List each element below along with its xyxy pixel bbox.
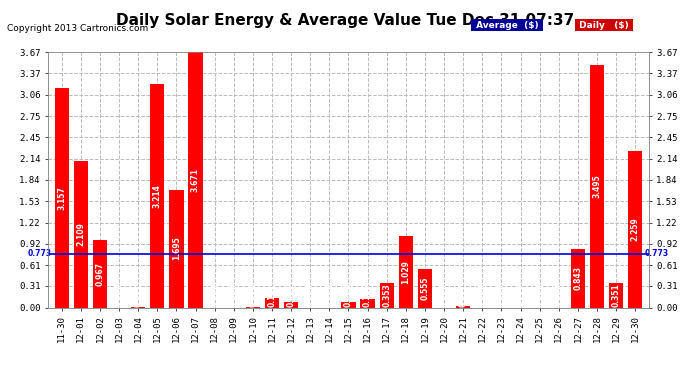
Text: 3.495: 3.495 xyxy=(593,174,602,198)
Bar xyxy=(169,190,184,308)
Bar xyxy=(150,84,164,308)
Bar xyxy=(380,283,394,308)
Text: 0.125: 0.125 xyxy=(363,284,372,307)
Bar xyxy=(55,88,69,308)
Bar xyxy=(246,306,260,308)
Text: 0.000: 0.000 xyxy=(497,284,506,307)
Bar xyxy=(456,306,471,308)
Text: 0.000: 0.000 xyxy=(516,284,525,307)
Bar xyxy=(284,302,298,307)
Text: 0.000: 0.000 xyxy=(554,284,563,307)
Bar xyxy=(628,150,642,308)
Bar xyxy=(74,161,88,308)
Bar xyxy=(609,283,623,308)
Text: 2.109: 2.109 xyxy=(77,222,86,246)
Text: 0.967: 0.967 xyxy=(95,262,104,286)
Text: 0.843: 0.843 xyxy=(573,266,582,290)
Text: Copyright 2013 Cartronics.com: Copyright 2013 Cartronics.com xyxy=(7,24,148,33)
Text: 2.259: 2.259 xyxy=(631,217,640,241)
Text: 0.084: 0.084 xyxy=(344,283,353,307)
Text: 0.141: 0.141 xyxy=(268,284,277,307)
Text: 0.000: 0.000 xyxy=(477,284,486,307)
Text: Daily   ($): Daily ($) xyxy=(576,21,632,30)
Text: 1.029: 1.029 xyxy=(402,260,411,284)
Bar xyxy=(342,302,355,307)
Bar xyxy=(131,307,146,308)
Text: 0.014: 0.014 xyxy=(248,284,257,307)
Text: 3.671: 3.671 xyxy=(191,168,200,192)
Text: 0.000: 0.000 xyxy=(325,284,334,307)
Text: 0.000: 0.000 xyxy=(229,284,238,307)
Text: Daily Solar Energy & Average Value Tue Dec 31 07:37: Daily Solar Energy & Average Value Tue D… xyxy=(116,13,574,28)
Text: 0.000: 0.000 xyxy=(440,284,449,307)
Bar xyxy=(92,240,107,308)
Bar xyxy=(590,64,604,308)
Text: 0.081: 0.081 xyxy=(286,283,295,307)
Text: Average  ($): Average ($) xyxy=(473,21,542,30)
Text: 0.555: 0.555 xyxy=(420,276,429,300)
Text: 1.695: 1.695 xyxy=(172,237,181,261)
Bar xyxy=(188,53,203,308)
Bar xyxy=(417,269,432,308)
Text: 0.000: 0.000 xyxy=(535,284,544,307)
Text: 0.773: 0.773 xyxy=(644,249,669,258)
Bar xyxy=(265,298,279,307)
Bar xyxy=(571,249,585,308)
Text: 0.353: 0.353 xyxy=(382,284,391,307)
Text: 0.773: 0.773 xyxy=(28,249,52,258)
Text: 0.017: 0.017 xyxy=(459,283,468,307)
Text: 0.351: 0.351 xyxy=(611,284,620,307)
Text: 0.011: 0.011 xyxy=(134,284,143,307)
Text: 3.214: 3.214 xyxy=(152,184,161,208)
Bar xyxy=(360,299,375,307)
Bar xyxy=(399,236,413,308)
Text: 0.000: 0.000 xyxy=(306,284,315,307)
Text: 0.000: 0.000 xyxy=(115,284,124,307)
Text: 3.157: 3.157 xyxy=(57,186,66,210)
Text: 0.000: 0.000 xyxy=(210,284,219,307)
